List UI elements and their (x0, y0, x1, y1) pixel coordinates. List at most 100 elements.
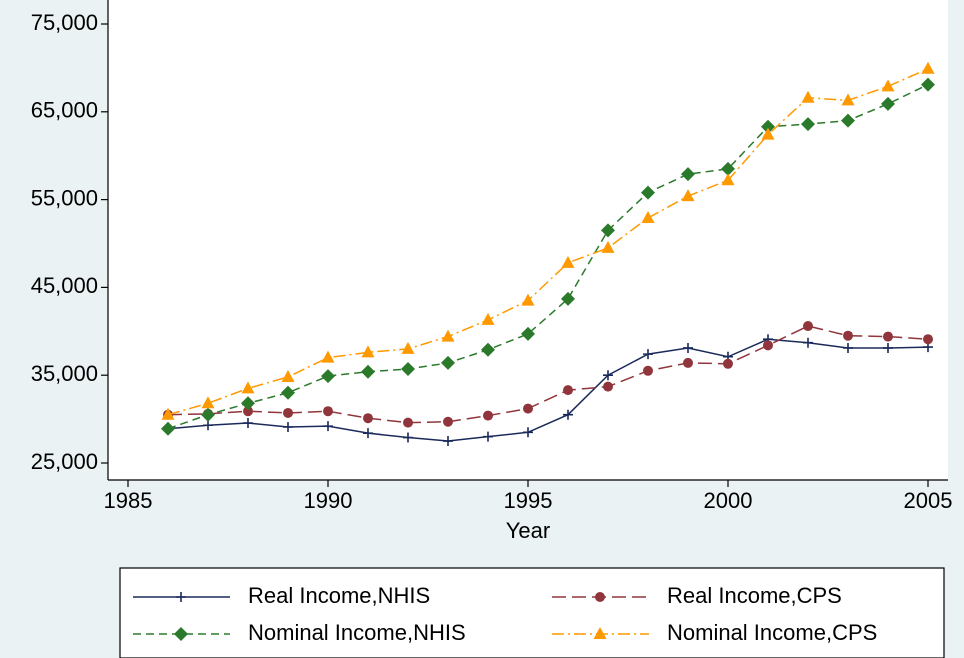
marker (241, 396, 255, 411)
series-line (167, 325, 929, 424)
marker (681, 167, 695, 182)
y-tick-label: 45,000 (31, 273, 98, 298)
marker (723, 358, 733, 369)
marker (323, 406, 333, 417)
y-tick-label: 55,000 (31, 185, 98, 210)
x-tick-label: 2005 (904, 488, 953, 513)
marker (481, 312, 495, 325)
marker (641, 211, 655, 224)
marker (203, 420, 213, 431)
marker (843, 330, 853, 341)
marker (441, 355, 455, 370)
marker (801, 117, 815, 132)
series-line (167, 83, 929, 430)
marker (843, 342, 853, 353)
marker (603, 381, 613, 392)
marker (601, 223, 615, 238)
marker (521, 293, 535, 306)
marker (201, 396, 215, 409)
y-tick-label: 65,000 (31, 98, 98, 123)
legend-label: Real Income,CPS (667, 583, 842, 608)
legend-marker (176, 592, 186, 602)
legend-label: Real Income,NHIS (248, 583, 430, 608)
legend-marker (595, 592, 605, 602)
marker (921, 61, 935, 74)
marker (763, 340, 773, 351)
marker (321, 369, 335, 384)
marker (883, 342, 893, 353)
marker (883, 331, 893, 342)
marker (881, 79, 895, 92)
marker (483, 410, 493, 421)
marker (443, 436, 453, 447)
marker (841, 113, 855, 128)
marker (403, 417, 413, 428)
marker (201, 407, 215, 422)
marker (161, 407, 175, 420)
marker (801, 90, 815, 103)
marker (443, 416, 453, 427)
marker (803, 321, 813, 332)
series-line (167, 68, 929, 416)
marker (241, 381, 255, 394)
x-tick-label: 1995 (504, 488, 553, 513)
marker (321, 350, 335, 363)
marker (361, 345, 375, 358)
marker (441, 329, 455, 342)
x-tick-label: 2000 (704, 488, 753, 513)
marker (563, 409, 573, 420)
marker (523, 403, 533, 414)
marker (561, 291, 575, 306)
marker (721, 161, 735, 176)
marker (761, 119, 775, 134)
marker (683, 357, 693, 368)
marker (281, 385, 295, 400)
marker (281, 369, 295, 382)
marker (603, 370, 613, 381)
marker (721, 173, 735, 186)
marker (881, 96, 895, 111)
marker (521, 326, 535, 341)
marker (483, 431, 493, 442)
x-axis-title: Year (506, 518, 550, 543)
legend-label: Nominal Income,NHIS (248, 620, 466, 645)
legend (119, 567, 945, 658)
marker (563, 385, 573, 396)
marker (363, 413, 373, 424)
marker (323, 421, 333, 432)
x-tick-label: 1985 (104, 488, 153, 513)
y-tick-label: 35,000 (31, 361, 98, 386)
y-tick-label: 75,000 (31, 10, 98, 35)
series-line (167, 338, 929, 442)
legend-label: Nominal Income,CPS (667, 620, 877, 645)
marker (681, 189, 695, 202)
marker (283, 422, 293, 433)
marker (683, 342, 693, 353)
marker (401, 341, 415, 354)
marker (363, 428, 373, 439)
y-tick-label: 25,000 (31, 449, 98, 474)
marker (761, 127, 775, 140)
legend-marker (174, 627, 188, 641)
marker (481, 342, 495, 357)
marker (243, 418, 253, 429)
marker (803, 337, 813, 348)
x-tick-label: 1990 (304, 488, 353, 513)
marker (643, 349, 653, 360)
marker (561, 255, 575, 268)
marker (601, 240, 615, 253)
marker (921, 77, 935, 92)
marker (841, 93, 855, 106)
marker (243, 406, 253, 417)
marker (401, 362, 415, 377)
marker (403, 432, 413, 443)
marker (161, 421, 175, 436)
marker (523, 427, 533, 438)
marker (641, 185, 655, 200)
marker (361, 364, 375, 379)
marker (283, 407, 293, 418)
marker (643, 365, 653, 376)
marker (923, 334, 933, 345)
legend-marker (593, 627, 607, 639)
